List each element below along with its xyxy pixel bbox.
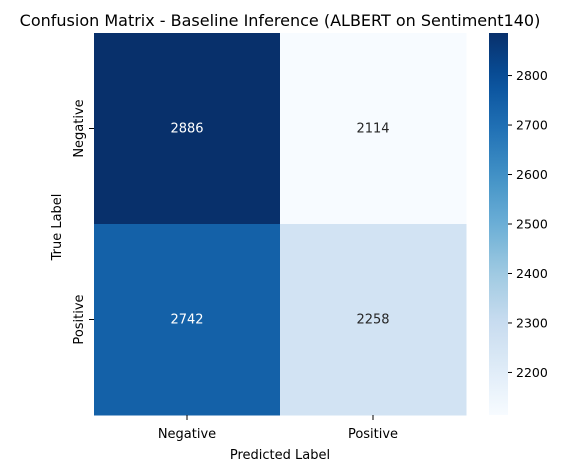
x-tick-label: Negative (158, 427, 216, 442)
heatmap-cells (94, 33, 467, 416)
colorbar-tick-label: 2700 (516, 118, 548, 133)
colorbar-ticks: 2200 2300 2400 2500 2600 2700 2800 (508, 68, 548, 380)
x-tick-label: Positive (348, 427, 398, 442)
colorbar-tick-label: 2400 (516, 266, 548, 281)
chart-title: Confusion Matrix - Baseline Inference (A… (20, 11, 541, 30)
heatmap-cell (94, 224, 281, 416)
cell-value-label: 2886 (170, 122, 203, 137)
heatmap-cell (280, 224, 467, 416)
heatmap-cell (280, 33, 467, 225)
y-tick-label: Negative (72, 99, 87, 157)
colorbar-tick-label: 2300 (516, 315, 548, 330)
y-tick-label: Positive (72, 294, 87, 344)
cell-value-label: 2742 (170, 313, 203, 328)
colorbar-gradient (489, 33, 508, 415)
cell-value-label: 2258 (356, 313, 389, 328)
heatmap-cell-labels: 2886 2114 2742 2258 (170, 122, 389, 328)
x-axis: Negative Positive (158, 415, 398, 442)
x-axis-label: Predicted Label (230, 448, 330, 463)
y-axis-label: True Label (50, 194, 65, 262)
colorbar-tick-label: 2800 (516, 68, 548, 83)
y-axis: Negative Positive (72, 99, 94, 345)
colorbar-tick-label: 2200 (516, 365, 548, 380)
colorbar-tick-label: 2600 (516, 167, 548, 182)
cell-value-label: 2114 (356, 122, 389, 137)
colorbar-tick-label: 2500 (516, 217, 548, 232)
colorbar (489, 33, 508, 415)
heatmap-cell (94, 33, 281, 225)
